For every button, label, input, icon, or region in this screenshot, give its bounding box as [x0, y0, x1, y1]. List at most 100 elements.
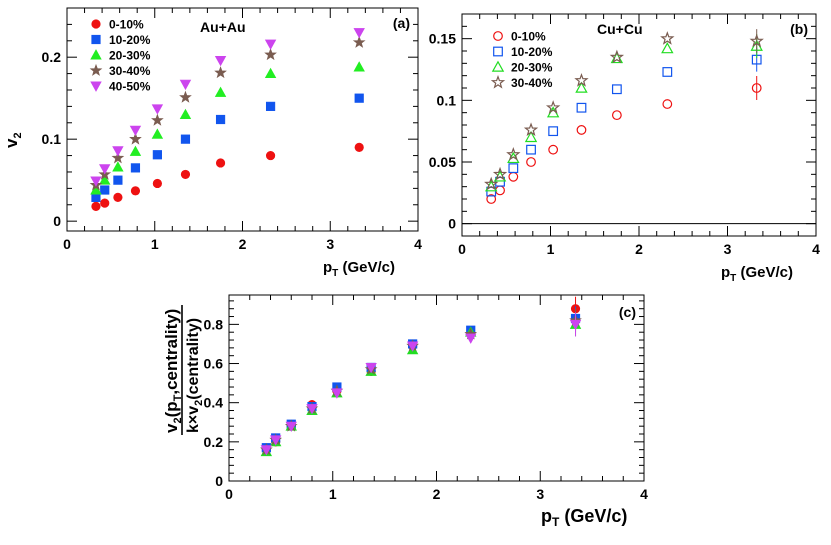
x-tick-label: 2 [635, 241, 643, 257]
panel-title: Cu+Cu [597, 21, 643, 37]
data-point [611, 110, 622, 121]
panel-label: (c) [619, 304, 636, 320]
data-point [354, 142, 364, 152]
data-point [486, 194, 497, 204]
data-point [113, 192, 123, 202]
series-30-40% [484, 29, 764, 191]
y-tick-label: 0.6 [204, 356, 224, 372]
series-0-10% [486, 76, 762, 204]
x-axis-label-main: p [541, 506, 552, 526]
data-point [354, 93, 364, 103]
data-point [662, 67, 673, 77]
x-tick-label: 1 [329, 486, 337, 502]
data-point [264, 67, 277, 79]
legend-marker [90, 49, 102, 60]
panel-a: 0 1 2 3 400.10.2pT (GeV/c)v2(a)Au+Au0-10%10-… [2, 7, 422, 279]
data-point [269, 435, 282, 446]
x-axis-label-main: p [323, 259, 332, 276]
legend-marker [493, 31, 503, 41]
panel-label: (a) [393, 15, 410, 31]
data-point [508, 171, 519, 182]
y-tick-label: 0 [53, 213, 61, 229]
series-20-30% [260, 312, 582, 457]
y-axis-label-sub: 2 [12, 132, 24, 138]
series-40-50% [260, 312, 582, 456]
data-point [506, 147, 521, 161]
data-point [152, 178, 162, 189]
data-point [353, 61, 365, 72]
series-30-40% [259, 308, 582, 456]
x-axis-label-main: p [721, 264, 730, 281]
data-point [285, 421, 297, 432]
data-point [129, 132, 142, 145]
data-point [611, 84, 622, 95]
data-point [151, 113, 164, 126]
data-point [99, 164, 111, 175]
data-point [575, 81, 588, 93]
series-0-10% [91, 142, 364, 212]
data-point [576, 102, 587, 113]
data-point [660, 31, 675, 45]
y-axis-numerator: v2(pT,centrality) [162, 309, 184, 433]
data-point [264, 39, 277, 50]
panel-label: (b) [790, 21, 808, 37]
data-point [574, 73, 589, 87]
data-point [129, 145, 142, 156]
legend-label: 0-10% [109, 18, 144, 32]
data-point [751, 83, 762, 93]
data-point [152, 150, 162, 160]
data-point [112, 146, 124, 157]
x-tick-label: 0 [63, 236, 71, 252]
x-axis-label-sub: T [730, 273, 736, 284]
data-point [265, 150, 276, 161]
data-point [179, 108, 192, 120]
data-point [260, 445, 273, 456]
data-point [548, 126, 559, 137]
x-tick-label: 4 [640, 486, 648, 502]
y-axis-fraction-label: v2(pT,centrality)k×v2(centrality) [162, 305, 205, 435]
data-point [100, 185, 110, 195]
data-point [151, 128, 164, 139]
data-point [524, 130, 538, 143]
legend-label: 0-10% [511, 30, 546, 44]
legend-label: 30-40% [511, 76, 553, 90]
data-point [662, 99, 673, 109]
data-point [179, 79, 192, 91]
x-axis-label-unit: (GeV/c) [559, 506, 627, 526]
series-0-10% [261, 296, 581, 455]
data-point [214, 66, 227, 79]
x-axis-label-sub: T [552, 515, 560, 529]
legend: 0-10%10-20% 20-30%30-40% [490, 30, 553, 90]
data-point [180, 169, 191, 180]
x-tick-label: 3 [724, 241, 732, 257]
data-point [508, 163, 519, 174]
y-tick-label: 0.4 [204, 395, 224, 411]
x-tick-label: 1 [547, 241, 555, 257]
x-tick-label: 4 [414, 236, 422, 252]
panel-title: Au+Au [200, 19, 246, 35]
series-40-50% [90, 28, 365, 187]
data-point [264, 48, 277, 61]
data-point [353, 28, 365, 39]
data-point [569, 319, 582, 331]
x-axis-label: pT (GeV/c) [323, 259, 395, 279]
legend-marker [91, 19, 101, 29]
data-point [352, 35, 366, 48]
data-point [214, 56, 227, 67]
y-tick-label: 0 [215, 473, 223, 489]
data-point [526, 144, 536, 155]
series-10-20% [91, 93, 364, 202]
legend-marker [491, 60, 505, 72]
y-tick-label: 0.1 [42, 131, 62, 147]
legend-marker [89, 63, 103, 76]
x-axis-label: pT (GeV/c) [721, 264, 793, 284]
data-point [179, 90, 192, 103]
data-point [465, 333, 477, 344]
panel-c: 0 1 2 3 4 0 0.2 0.4 0.6 0.8 pT (GeV/c) v2(pT,centra… [162, 294, 648, 529]
y-tick-label: 0.1 [437, 92, 457, 108]
x-tick-label: 0 [225, 486, 233, 502]
data-point [90, 176, 102, 187]
legend-label: 10-20% [511, 45, 553, 59]
legend-label: 20-30% [511, 61, 553, 75]
